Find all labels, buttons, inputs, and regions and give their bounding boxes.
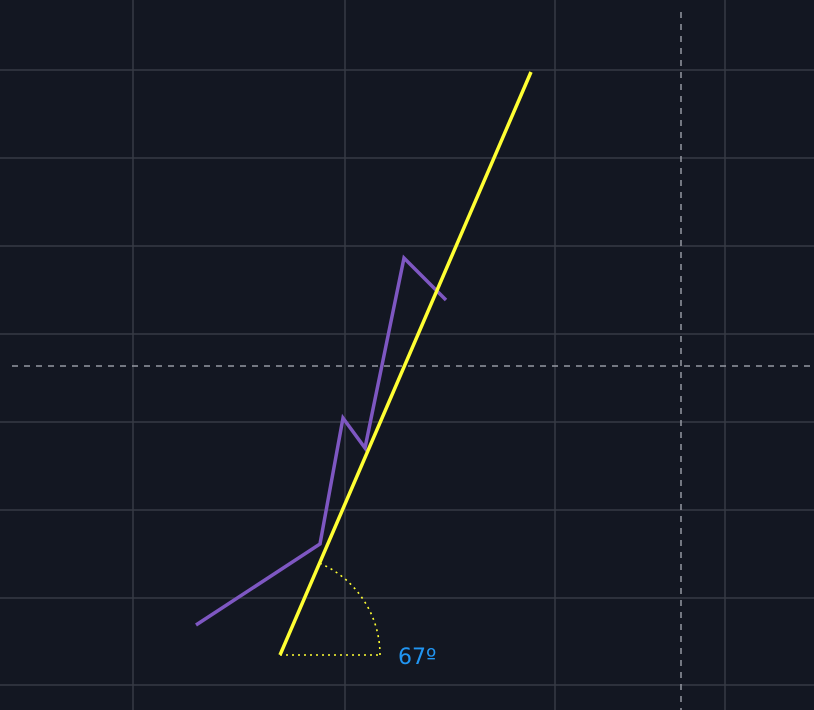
angle-arc <box>318 562 381 656</box>
angle-label: 67º <box>398 645 436 670</box>
trend-line[interactable] <box>278 71 533 656</box>
angle-guide <box>280 562 381 656</box>
crosshair <box>12 12 814 710</box>
price-line[interactable] <box>195 254 448 627</box>
